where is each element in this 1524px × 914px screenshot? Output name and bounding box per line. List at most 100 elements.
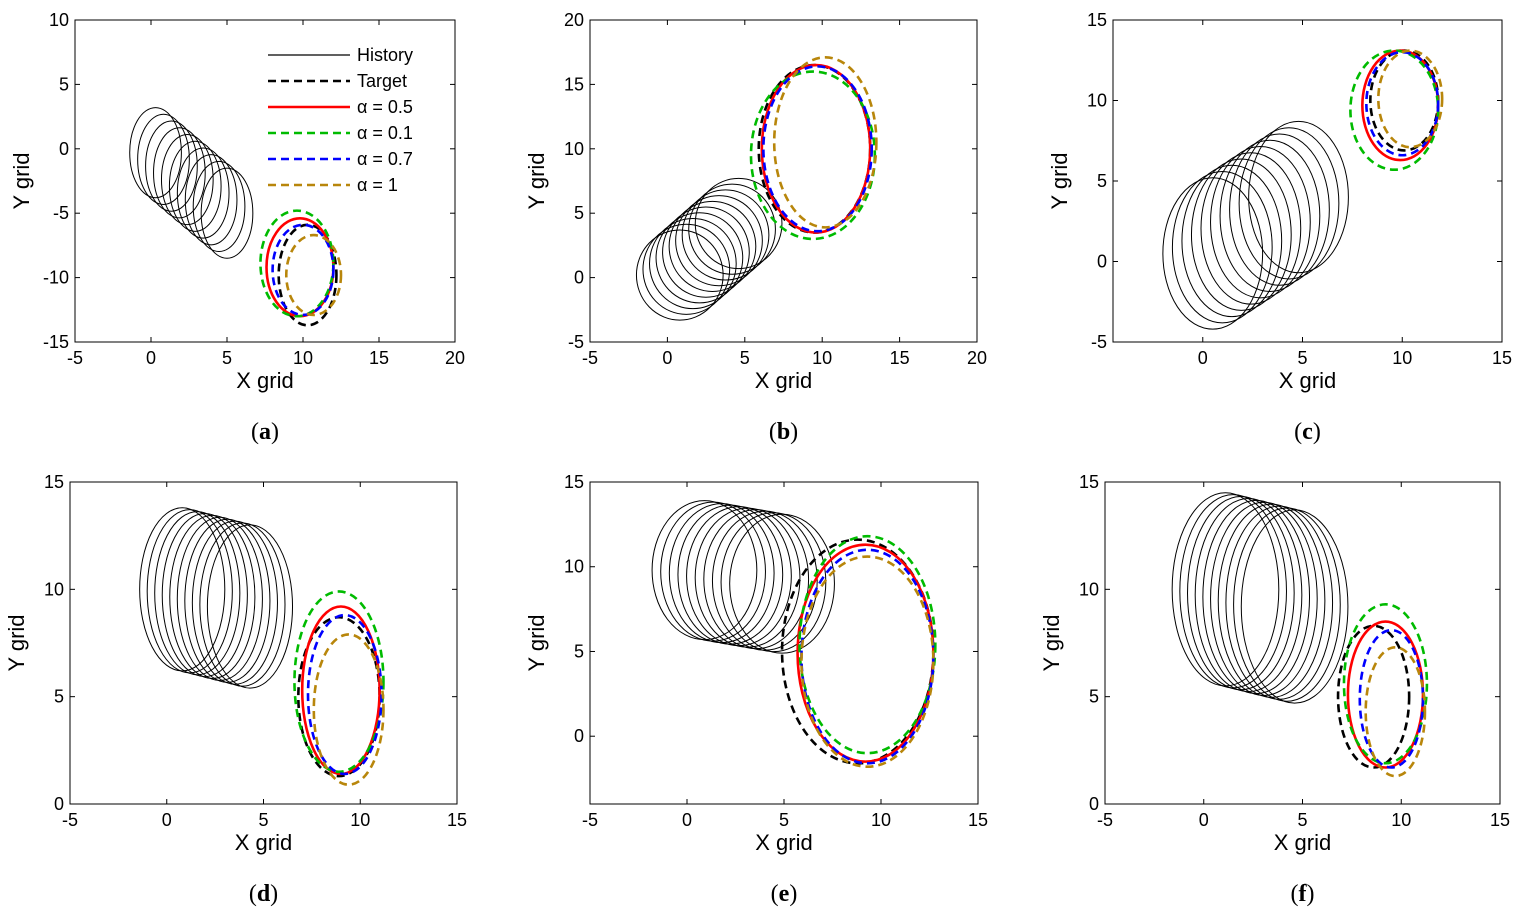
x-tick-label: 0 <box>1199 810 1209 830</box>
y-tick-label: 10 <box>1087 91 1107 111</box>
y-axis-label: Y grid <box>1047 152 1072 209</box>
x-tick-label: -5 <box>67 348 83 368</box>
history-contour <box>1240 509 1349 704</box>
history-contour <box>1210 501 1318 696</box>
history-contour <box>192 160 246 253</box>
contour-a07 <box>1358 628 1425 769</box>
y-tick-label: 5 <box>54 687 64 707</box>
y-tick-label: 5 <box>1089 687 1099 707</box>
history-contour <box>642 223 731 315</box>
plot-area <box>139 507 385 786</box>
history-contour <box>168 140 222 232</box>
x-tick-label: 15 <box>968 810 988 830</box>
x-tick-label: -5 <box>1097 810 1113 830</box>
legend-label-history: History <box>357 45 413 65</box>
history-contour <box>660 501 766 642</box>
x-tick-label: 10 <box>1392 348 1412 368</box>
x-tick-label: 0 <box>146 348 156 368</box>
history-contour <box>1202 499 1311 695</box>
history-contour <box>1229 133 1330 286</box>
x-tick-label: 15 <box>369 348 389 368</box>
legend-label-a07: α = 0.7 <box>357 149 413 169</box>
y-tick-label: 0 <box>54 794 64 814</box>
axes-frame <box>589 19 978 343</box>
y-tick-label: 20 <box>564 10 584 30</box>
panel-caption: (a) <box>251 419 279 445</box>
x-tick-label: 0 <box>162 810 172 830</box>
history-contour <box>729 513 835 654</box>
history-contour <box>1238 127 1340 280</box>
history-contour <box>1171 171 1273 324</box>
contour-a01 <box>259 209 335 318</box>
y-tick-label: 10 <box>1079 579 1099 599</box>
history-contour <box>694 177 783 270</box>
history-contour <box>1194 497 1303 693</box>
contour-a1 <box>1377 49 1444 149</box>
y-tick-label: 5 <box>59 74 69 94</box>
history-contour <box>199 522 286 687</box>
plot-area <box>1162 49 1444 330</box>
history-contour <box>681 189 770 281</box>
y-tick-label: -15 <box>43 332 69 352</box>
y-axis-label: Y grid <box>524 152 549 209</box>
history-contour <box>1233 507 1341 702</box>
history-contour <box>176 516 263 681</box>
y-tick-label: 0 <box>574 726 584 746</box>
contour-a07 <box>800 548 935 765</box>
history-contour <box>1179 494 1287 689</box>
y-tick-label: 15 <box>1079 472 1099 492</box>
panel-b: -5 0 5 10 15 20 -5 0 5 10 15 20 X grid Y grid (b) <box>524 10 987 445</box>
y-tick-label: 5 <box>574 203 584 223</box>
contour-a1 <box>772 56 878 229</box>
history-contour <box>677 504 784 645</box>
axes-frame <box>589 481 979 805</box>
y-tick-label: 10 <box>44 579 64 599</box>
panel-caption: (b) <box>769 419 798 445</box>
legend: History Target α = 0.5 α = 0.1 α = 0.7 α = 1 <box>268 45 413 195</box>
x-axis-label: X grid <box>235 830 292 855</box>
contour-a01 <box>798 534 937 755</box>
x-tick-label: 5 <box>779 810 789 830</box>
history-contour <box>662 206 750 298</box>
y-tick-label: 10 <box>564 139 584 159</box>
axes-frame <box>74 19 456 343</box>
y-tick-label: 10 <box>49 10 69 30</box>
history-contour <box>1248 120 1349 274</box>
x-axis-label: X grid <box>755 368 812 393</box>
history-contour <box>161 512 248 678</box>
history-contour <box>668 200 757 292</box>
y-tick-label: -5 <box>1091 332 1107 352</box>
contour-a05 <box>760 63 872 234</box>
x-tick-label: 15 <box>1490 810 1510 830</box>
panel-caption: (e) <box>771 881 798 907</box>
history-contour <box>184 518 271 683</box>
contour-a01 <box>749 70 877 241</box>
y-axis-label: Y grid <box>9 152 34 209</box>
contour-a1 <box>312 633 385 786</box>
plot-area <box>129 107 343 327</box>
history-contour <box>176 147 230 239</box>
x-tick-label: -5 <box>582 810 598 830</box>
history-contour <box>154 511 241 676</box>
y-tick-label: 10 <box>564 557 584 577</box>
history-contour <box>145 120 198 212</box>
x-tick-label: 0 <box>682 810 692 830</box>
x-axis-label: X grid <box>1274 830 1331 855</box>
x-tick-label: 10 <box>1391 810 1411 830</box>
contour-a07 <box>271 223 335 317</box>
x-tick-label: 5 <box>740 348 750 368</box>
history-contour <box>169 514 256 680</box>
x-tick-label: 10 <box>871 810 891 830</box>
history-contour <box>1225 505 1334 700</box>
history-contour <box>711 510 818 651</box>
panel-e: -5 0 5 10 15 0 5 10 15 X grid Y grid (e) <box>524 472 988 907</box>
axes-frame <box>1112 19 1503 343</box>
history-contour <box>184 154 238 246</box>
contour-a1 <box>284 233 343 317</box>
history-contour <box>649 217 737 310</box>
x-tick-label: 5 <box>222 348 232 368</box>
history-contour <box>655 212 744 304</box>
history-contour <box>1217 503 1326 698</box>
